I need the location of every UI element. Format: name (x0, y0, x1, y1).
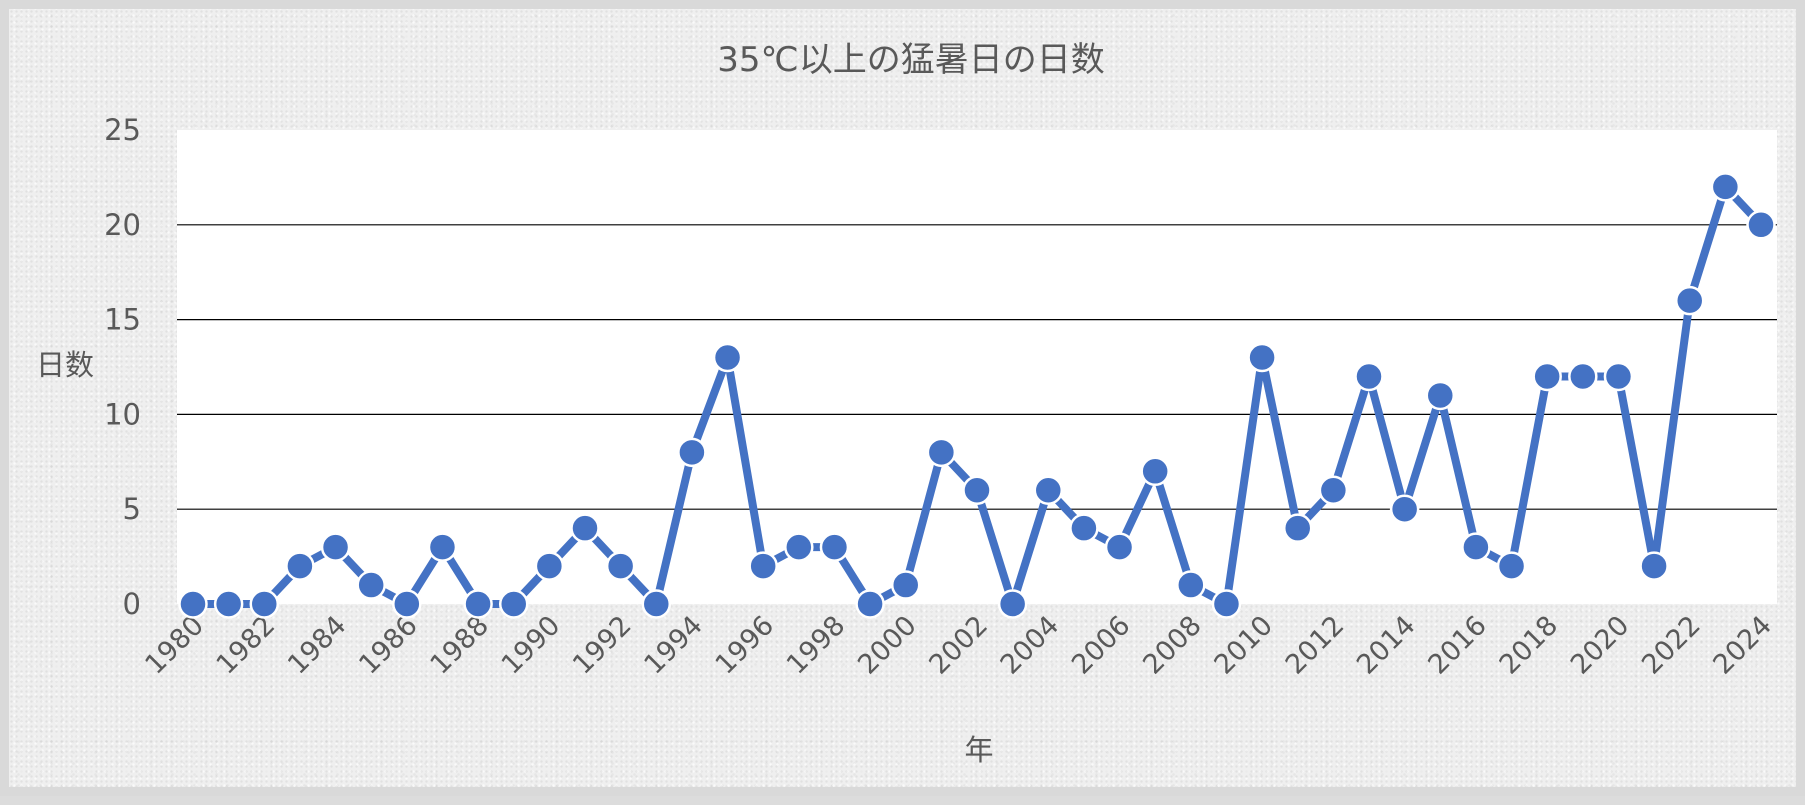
x-tick-label: 2008 (1137, 610, 1208, 681)
x-tick-label: 1998 (781, 610, 852, 681)
data-point (534, 551, 565, 581)
data-point (463, 589, 493, 619)
y-tick-label: 20 (104, 208, 141, 242)
data-point (1176, 570, 1206, 600)
x-tick-label: 2022 (1636, 610, 1707, 681)
x-tick-label: 2024 (1707, 610, 1778, 681)
y-tick-labels: 0 5 10 15 20 25 (104, 113, 141, 621)
data-point (1674, 285, 1705, 316)
data-point (392, 589, 422, 619)
x-tick-label: 1980 (139, 610, 210, 681)
data-point (1211, 589, 1242, 619)
chart-title: 35℃以上の猛暑日の日数 (717, 40, 1104, 80)
data-point (819, 532, 850, 562)
y-tick-label: 15 (104, 303, 141, 337)
x-tick-label: 2018 (1494, 610, 1565, 681)
x-tick-labels: 1980 1982 1984 1986 1988 1990 1992 1994 1996 1998… (139, 610, 1778, 681)
data-point (356, 570, 386, 600)
data-point (997, 589, 1028, 619)
data-point (178, 589, 208, 619)
x-tick-label: 2006 (1066, 610, 1137, 681)
data-point (1532, 361, 1562, 392)
data-point (1318, 475, 1349, 505)
data-point (1710, 172, 1741, 202)
data-point (855, 589, 885, 619)
y-axis-title: 日数 (36, 348, 94, 382)
data-point (1746, 210, 1776, 240)
data-point (712, 342, 743, 373)
x-tick-label: 1988 (425, 610, 496, 681)
x-tick-label: 1996 (710, 610, 781, 681)
x-tick-label: 2004 (995, 610, 1066, 681)
data-point (1496, 551, 1527, 581)
data-point (498, 589, 529, 619)
data-point (320, 532, 351, 562)
data-point (1639, 551, 1669, 581)
x-tick-label: 2020 (1565, 610, 1636, 681)
data-point (1104, 532, 1135, 562)
data-point (1282, 513, 1313, 543)
y-tick-label: 0 (123, 587, 141, 621)
x-tick-label: 1992 (567, 610, 638, 681)
data-point (213, 589, 244, 619)
x-tick-label: 1990 (496, 610, 567, 681)
x-tick-label: 2012 (1280, 610, 1351, 681)
x-tick-label: 2000 (852, 610, 923, 681)
data-point (285, 551, 315, 581)
data-point (926, 437, 957, 468)
data-point (1425, 380, 1456, 411)
data-point (784, 532, 814, 562)
data-point (1247, 342, 1277, 373)
x-tick-label: 1982 (211, 610, 282, 681)
x-tick-label: 1986 (353, 610, 424, 681)
plot-area (177, 130, 1777, 604)
data-point (605, 551, 636, 581)
data-point (427, 532, 458, 562)
data-point (1033, 475, 1064, 505)
data-point (1461, 532, 1491, 562)
data-point (1354, 361, 1384, 392)
data-point (1140, 456, 1170, 487)
x-tick-label: 2014 (1351, 610, 1422, 681)
y-tick-label: 5 (123, 492, 141, 526)
data-point (1069, 513, 1099, 543)
x-tick-label: 1994 (638, 610, 709, 681)
data-point (677, 437, 707, 468)
data-point (1389, 494, 1420, 524)
gridlines (177, 224, 1777, 510)
y-tick-label: 10 (104, 397, 141, 431)
y-tick-label: 25 (104, 113, 141, 147)
data-series (178, 172, 1776, 619)
x-tick-label: 2002 (923, 610, 994, 681)
data-point (641, 589, 672, 619)
x-axis-title: 年 (964, 733, 993, 767)
data-point (570, 513, 600, 543)
data-point (1603, 361, 1634, 392)
data-point (1568, 361, 1598, 392)
x-tick-label: 2016 (1422, 610, 1493, 681)
data-point (249, 589, 280, 619)
data-point (962, 475, 992, 505)
data-point (890, 570, 921, 600)
x-tick-label: 2010 (1209, 610, 1280, 681)
data-point (748, 551, 778, 581)
x-tick-label: 1984 (282, 610, 353, 681)
